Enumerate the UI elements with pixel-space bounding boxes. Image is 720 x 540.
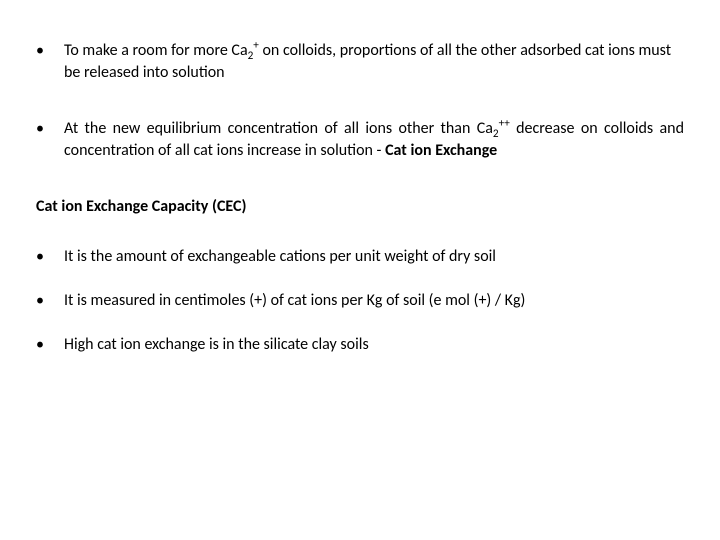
bullet-text: To make a room for more Ca2+ on colloids… xyxy=(64,40,684,84)
bullet-text: High cat ion exchange is in the silicate… xyxy=(64,334,684,356)
bullet-text: It is measured in centimoles (+) of cat … xyxy=(64,290,684,312)
slide: • To make a room for more Ca2+ on colloi… xyxy=(0,0,720,540)
text-pre: To make a room for more Ca xyxy=(64,41,248,60)
bullet-item: • At the new equilibrium concentration o… xyxy=(36,118,684,162)
bullet-marker: • xyxy=(36,40,64,62)
bullet-text: At the new equilibrium concentration of … xyxy=(64,118,684,162)
text-bold: Cat ion Exchange xyxy=(385,141,497,160)
bullet-item: • It is measured in centimoles (+) of ca… xyxy=(36,290,684,312)
bullet-item: • To make a room for more Ca2+ on colloi… xyxy=(36,40,684,84)
bullet-marker: • xyxy=(36,290,64,312)
section-heading: Cat ion Exchange Capacity (CEC) xyxy=(36,196,684,218)
bullet-marker: • xyxy=(36,334,64,356)
bullet-item: • It is the amount of exchangeable catio… xyxy=(36,246,684,268)
bullet-item: • High cat ion exchange is in the silica… xyxy=(36,334,684,356)
bullet-text: It is the amount of exchangeable cations… xyxy=(64,246,684,268)
text-pre: At the new equilibrium concentration of … xyxy=(64,119,493,138)
bullet-marker: • xyxy=(36,118,64,140)
bullet-marker: • xyxy=(36,246,64,268)
superscript: ++ xyxy=(499,117,510,131)
